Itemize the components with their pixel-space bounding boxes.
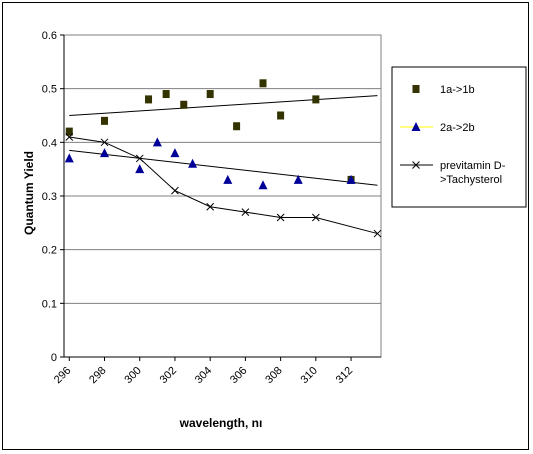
x-tick-label: 308 [263, 365, 284, 386]
series-3-point-stroke [373, 229, 382, 238]
series-2-point [188, 158, 198, 168]
y-tick-label: 0.2 [42, 245, 57, 257]
series-3-point [311, 213, 320, 222]
series-3-point-stroke [171, 186, 179, 195]
series-1-point [259, 79, 267, 88]
x-tick-label: 302 [158, 365, 179, 386]
series-1-point [101, 116, 109, 125]
series-2-point [152, 137, 162, 147]
series-2-point [258, 180, 268, 190]
legend-entry-1-label: 1a->1b [440, 84, 475, 96]
series-3-point [171, 186, 179, 195]
y-tick-label: 0 [51, 352, 57, 364]
legend-entry-3-marker-stroke [412, 161, 420, 169]
series-3-point-stroke [276, 213, 285, 222]
y-tick-label: 0.4 [42, 137, 57, 149]
x-tick-label: 312 [334, 365, 355, 386]
series-2-point [293, 174, 303, 184]
series-2-point [100, 148, 110, 158]
y-tick-label: 0.1 [42, 298, 57, 310]
series-1-point [206, 90, 214, 99]
series-1-point [162, 90, 170, 99]
x-tick-label: 300 [122, 365, 143, 386]
series-2-point [135, 164, 145, 174]
x-tick-label: 296 [52, 365, 73, 386]
series-3-point [100, 138, 109, 147]
series-3-point [373, 229, 382, 238]
x-axis-label: wavelength, nı [179, 416, 263, 430]
series-1-point [312, 95, 320, 104]
series-2-point [170, 148, 180, 158]
chart-svg: 0 0.1 0.2 0.3 0.4 0.5 0.6 296 298 300 302 304 306 308… [22, 30, 527, 430]
legend: 1a->1b 2a->2b previtamin D- >Tachysterol [391, 66, 527, 208]
series-3-point [135, 154, 144, 163]
legend-entry-3-label: >Tachysterol [440, 174, 502, 186]
series-2-point [64, 153, 74, 163]
x-tick-label: 298 [87, 365, 108, 386]
series-3-point-stroke [241, 208, 250, 216]
series-1-point [277, 111, 285, 120]
series-3-point-stroke [135, 154, 144, 163]
series-3-point-stroke [65, 133, 74, 141]
x-tick-label: 310 [298, 365, 319, 386]
legend-entry-3-marker [412, 161, 420, 169]
series-1-point [233, 122, 241, 131]
chart-frame: 0 0.1 0.2 0.3 0.4 0.5 0.6 296 298 300 302 304 306 308… [2, 2, 529, 450]
series-1-point [180, 100, 188, 109]
legend-entry-1-marker [412, 85, 420, 93]
series-3-point [206, 202, 215, 211]
legend-entry-2-marker [411, 122, 421, 131]
y-tick-label: 0.6 [42, 30, 57, 42]
plot-area: 0 0.1 0.2 0.3 0.4 0.5 0.6 296 298 300 302 304 306 308… [42, 30, 382, 386]
series-2-point [223, 174, 233, 184]
series-3-point [65, 133, 74, 141]
y-tick-label: 0.5 [42, 84, 57, 96]
series-1-point [145, 95, 153, 104]
legend-entry-3-label: previtamin D- [440, 160, 506, 172]
y-axis-label: Quantum Yield [22, 151, 36, 235]
series-1-trendline [69, 95, 378, 116]
series-3-point [241, 208, 250, 216]
series-3-point-stroke [206, 202, 215, 211]
series-2-trendline [69, 149, 378, 186]
series-2-point [346, 174, 356, 184]
x-tick-label: 306 [228, 365, 249, 386]
y-tick-label: 0.3 [42, 191, 57, 203]
series-3-point [276, 213, 285, 222]
series-3-point-stroke [100, 138, 109, 147]
series-3-point-stroke [311, 213, 320, 222]
series-1-point [65, 127, 73, 136]
x-tick-label: 304 [193, 365, 214, 386]
legend-entry-2-label: 2a->2b [440, 122, 475, 134]
